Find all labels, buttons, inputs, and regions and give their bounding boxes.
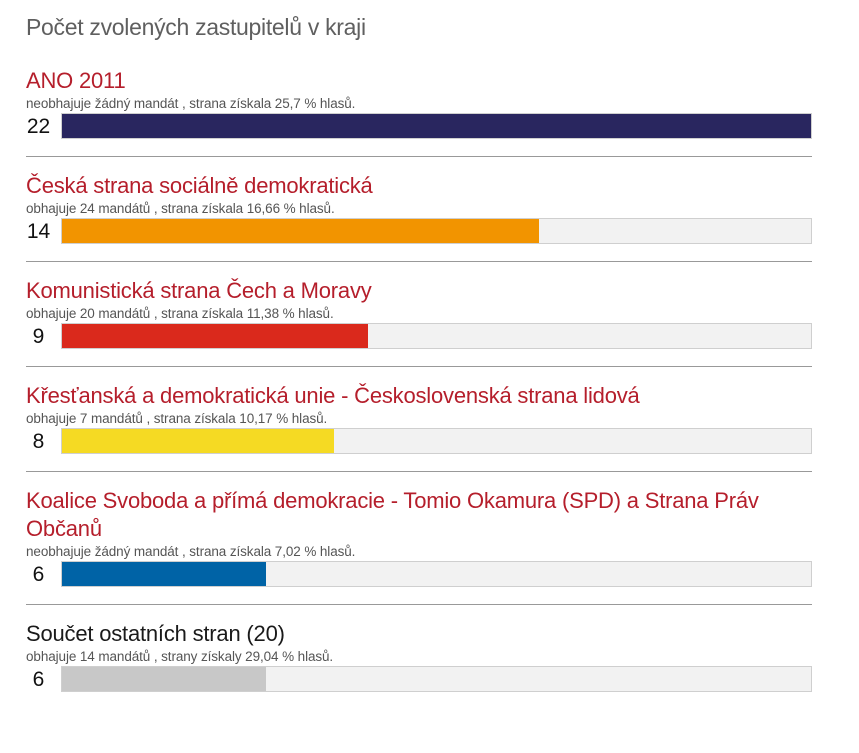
bar-fill bbox=[62, 324, 369, 348]
party-note: neobhajuje žádný mandát , strana získala… bbox=[26, 96, 356, 111]
party-note: obhajuje 7 mandátů , strana získala 10,1… bbox=[26, 411, 328, 426]
bar-fill bbox=[62, 429, 335, 453]
divider bbox=[26, 471, 812, 472]
party-block: Koalice Svoboda a přímá demokracie - Tom… bbox=[26, 487, 812, 589]
divider bbox=[26, 604, 812, 605]
bar-track bbox=[61, 218, 812, 244]
divider bbox=[26, 156, 812, 157]
seat-count: 8 bbox=[32, 430, 45, 453]
seat-count: 14 bbox=[26, 220, 51, 243]
party-block-others: Součet ostatních stran (20) obhajuje 14 … bbox=[26, 620, 812, 694]
divider bbox=[26, 366, 812, 367]
party-note: neobhajuje žádný mandát , strana získala… bbox=[26, 544, 356, 559]
party-name: Koalice Svoboda a přímá demokracie - Tom… bbox=[26, 488, 759, 541]
party-note: obhajuje 20 mandátů , strana získala 11,… bbox=[26, 306, 334, 321]
bar-track bbox=[61, 113, 812, 139]
party-list: ANO 2011 neobhajuje žádný mandát , stran… bbox=[26, 67, 812, 694]
bar-row: 14 bbox=[26, 218, 812, 246]
divider bbox=[26, 261, 812, 262]
seat-chart: Počet zvolených zastupitelů v kraji ANO … bbox=[26, 0, 812, 694]
party-name: Křesťanská a demokratická unie - Českosl… bbox=[26, 383, 640, 408]
bar-fill bbox=[62, 562, 267, 586]
bar-row: 6 bbox=[26, 666, 812, 694]
party-name: Součet ostatních stran (20) bbox=[26, 621, 285, 646]
page-title: Počet zvolených zastupitelů v kraji bbox=[26, 14, 366, 40]
bar-row: 22 bbox=[26, 113, 812, 141]
bar-track bbox=[61, 666, 812, 692]
party-block: Komunistická strana Čech a Moravy obhaju… bbox=[26, 277, 812, 351]
bar-fill bbox=[62, 114, 811, 138]
bar-fill bbox=[62, 667, 267, 691]
seat-count: 6 bbox=[32, 563, 45, 586]
bar-track bbox=[61, 323, 812, 349]
party-name: Komunistická strana Čech a Moravy bbox=[26, 278, 372, 303]
seat-count: 9 bbox=[32, 325, 45, 348]
bar-row: 9 bbox=[26, 323, 812, 351]
party-name: ANO 2011 bbox=[26, 68, 126, 93]
party-block: ANO 2011 neobhajuje žádný mandát , stran… bbox=[26, 67, 812, 141]
bar-track bbox=[61, 561, 812, 587]
party-block: Česká strana sociálně demokratická obhaj… bbox=[26, 172, 812, 246]
bar-fill bbox=[62, 219, 539, 243]
party-note: obhajuje 14 mandátů , strany získaly 29,… bbox=[26, 649, 334, 664]
bar-track bbox=[61, 428, 812, 454]
bar-row: 6 bbox=[26, 561, 812, 589]
seat-count: 6 bbox=[32, 668, 45, 691]
bar-row: 8 bbox=[26, 428, 812, 456]
party-name: Česká strana sociálně demokratická bbox=[26, 173, 373, 198]
party-note: obhajuje 24 mandátů , strana získala 16,… bbox=[26, 201, 335, 216]
seat-count: 22 bbox=[26, 115, 51, 138]
party-block: Křesťanská a demokratická unie - Českosl… bbox=[26, 382, 812, 456]
